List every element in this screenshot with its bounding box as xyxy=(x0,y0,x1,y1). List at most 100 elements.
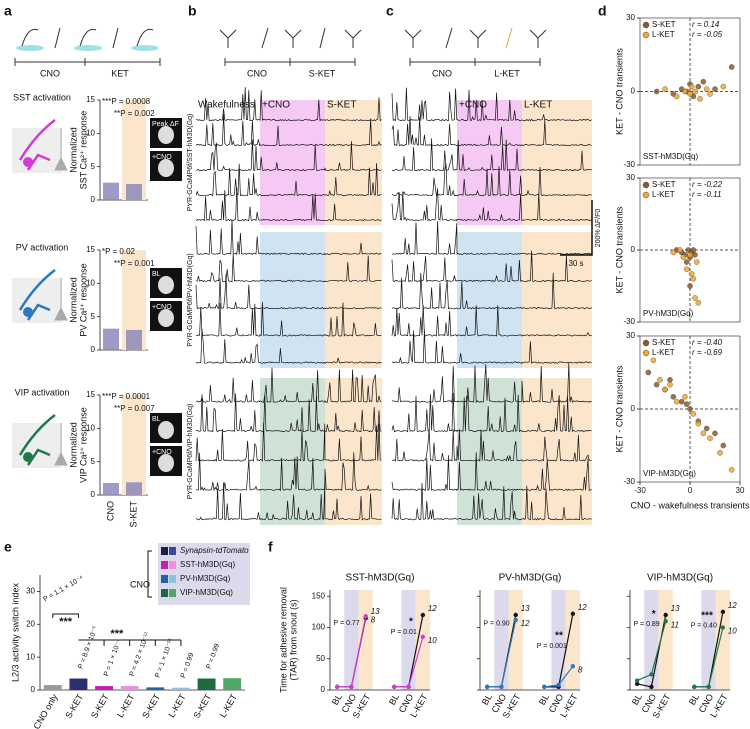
soma xyxy=(23,452,33,462)
calcium-trace xyxy=(195,87,382,122)
x-tick-label: S-KET xyxy=(128,501,138,528)
scatter-point xyxy=(728,64,735,70)
row-title: PV activation xyxy=(16,242,69,252)
plot-title: SST-hM3D(Gq) xyxy=(346,573,415,584)
y-axis-label: (TAR) from snout (s) xyxy=(288,599,298,680)
neuron-box xyxy=(12,278,62,323)
plot-label: VIP-hM3D(Gq) xyxy=(643,469,696,478)
panel-label: a xyxy=(4,3,12,19)
n-label: 10 xyxy=(428,636,437,645)
x-tick-label: 0 xyxy=(688,486,693,495)
x-tick-label: 30 xyxy=(736,486,745,495)
scatter-point xyxy=(692,251,698,258)
y-axis-label: L2/3 activity switch index xyxy=(10,582,20,682)
y-tick-label: 0 xyxy=(321,685,326,694)
p-value: **P = 0.001 xyxy=(114,259,155,268)
x-tick-label: CNO xyxy=(105,501,115,521)
calcium-trace xyxy=(391,392,592,433)
scale-bar xyxy=(560,200,593,256)
ket-shade xyxy=(325,378,382,525)
calcium-trace xyxy=(391,87,592,122)
scatter-point xyxy=(712,86,718,92)
scatter-point xyxy=(703,425,710,432)
point xyxy=(570,664,576,669)
calcium-trace xyxy=(195,219,382,256)
scatter-point xyxy=(700,78,707,85)
legend-label: Synapsin-tdTomato xyxy=(180,546,249,555)
legend-r: r = -0.11 xyxy=(692,190,721,199)
y-tick-label: 30 xyxy=(626,331,635,340)
legend-r: r = -0.05 xyxy=(692,30,723,39)
point xyxy=(420,634,426,640)
n-label: 8 xyxy=(371,615,376,624)
y-tick-label: 0 xyxy=(91,345,96,354)
column-header: +CNO xyxy=(262,100,290,111)
point xyxy=(706,684,711,690)
scatter-point xyxy=(703,86,710,92)
panel-label: e xyxy=(4,539,12,555)
y-tick-label: 10 xyxy=(86,128,95,137)
y-tick-label: 30 xyxy=(26,587,35,596)
inset-cell xyxy=(158,421,174,439)
p-value: P = 4.2 × 10⁻¹¹ xyxy=(129,631,152,678)
panel-label: c xyxy=(386,3,394,19)
y-tick-label: 5 xyxy=(91,457,96,466)
legend-label: VIP-hM3D(Gq) xyxy=(180,588,233,597)
scatter-point xyxy=(695,420,702,427)
p-value: P = 0.77 xyxy=(334,620,360,627)
calcium-trace xyxy=(391,138,592,172)
column-header: L-KET xyxy=(524,100,552,111)
calcium-trace xyxy=(195,163,382,197)
calcium-trace xyxy=(195,328,382,364)
inset-label: BL xyxy=(152,271,161,278)
point xyxy=(634,681,640,686)
scatter-point xyxy=(692,295,698,301)
point xyxy=(484,684,490,690)
legend-swatch xyxy=(161,547,168,555)
calcium-trace xyxy=(391,305,592,337)
ket-band xyxy=(122,395,146,495)
ket-shade xyxy=(325,100,382,225)
scatter-point xyxy=(707,435,713,442)
panel-label: d xyxy=(598,3,607,19)
scatter-point xyxy=(690,411,697,417)
scatter-point xyxy=(683,266,690,273)
ket-band xyxy=(358,590,373,690)
legend-label: SST-hM3D(Gq) xyxy=(180,560,235,569)
pyr xyxy=(54,278,68,321)
scatter-point xyxy=(690,247,697,253)
legend-swatch xyxy=(169,561,176,569)
calcium-trace xyxy=(195,253,382,283)
scale-label: 30 s xyxy=(568,259,583,268)
plot-label: PV-hM3D(Gq) xyxy=(643,309,694,318)
scatter-point xyxy=(687,283,693,289)
p-value: P = 1 × 10⁻⁴ xyxy=(103,638,123,677)
x-tick-label: BL xyxy=(687,692,701,707)
scatter-point xyxy=(680,254,687,261)
y-tick-label: 10 xyxy=(86,278,95,287)
scatter-point xyxy=(670,249,677,256)
y-tick-label: 15 xyxy=(86,245,95,254)
y-tick-label: 5 xyxy=(91,162,96,171)
y-axis-label: Normalized xyxy=(68,277,78,323)
legend-label: S-KET xyxy=(652,338,676,347)
point xyxy=(634,678,640,683)
x-axis-label: CNO - wakefulness transients xyxy=(630,500,750,510)
calcium-trace xyxy=(195,139,382,172)
calcium-trace xyxy=(391,363,592,404)
scatter-point xyxy=(728,467,735,473)
point xyxy=(649,684,654,690)
y-tick-label: 10 xyxy=(86,423,95,432)
scatter-point xyxy=(653,88,660,95)
legend-label: L-KET xyxy=(652,190,675,199)
calcium-trace xyxy=(195,187,382,222)
scatter-point xyxy=(677,247,683,253)
legend-swatch xyxy=(642,181,650,189)
y-tick-label: 0 xyxy=(631,87,636,96)
timeline-label: KET xyxy=(111,68,129,78)
p-value: P = 1.1 × 10⁻⁴ xyxy=(42,575,84,603)
n-label: 12 xyxy=(578,603,587,612)
timeline-label: S-KET xyxy=(309,68,336,78)
legend-swatch xyxy=(642,349,650,357)
y-tick-label: 5 xyxy=(91,312,96,321)
